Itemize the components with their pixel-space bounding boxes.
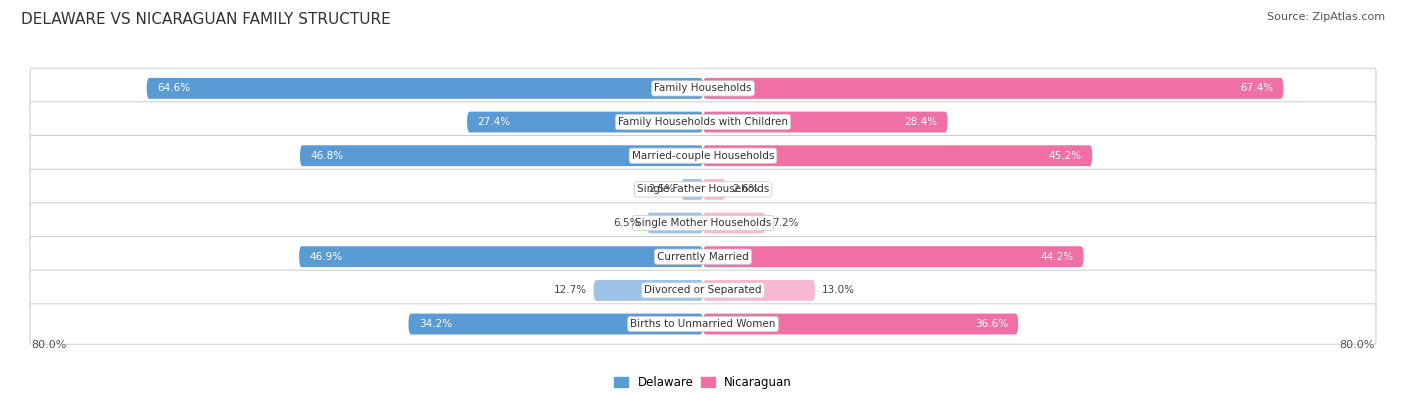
Text: 6.5%: 6.5% xyxy=(613,218,640,228)
Text: 27.4%: 27.4% xyxy=(478,117,510,127)
Text: Divorced or Separated: Divorced or Separated xyxy=(644,285,762,295)
FancyBboxPatch shape xyxy=(703,179,725,200)
Text: Single Father Households: Single Father Households xyxy=(637,184,769,194)
FancyBboxPatch shape xyxy=(467,112,703,132)
Text: 7.2%: 7.2% xyxy=(772,218,799,228)
FancyBboxPatch shape xyxy=(703,112,948,132)
FancyBboxPatch shape xyxy=(30,304,1376,344)
Text: Currently Married: Currently Married xyxy=(657,252,749,262)
Text: Source: ZipAtlas.com: Source: ZipAtlas.com xyxy=(1267,12,1385,22)
Legend: Delaware, Nicaraguan: Delaware, Nicaraguan xyxy=(614,376,792,389)
Text: 80.0%: 80.0% xyxy=(31,340,66,350)
FancyBboxPatch shape xyxy=(703,246,1084,267)
Text: 2.5%: 2.5% xyxy=(648,184,675,194)
FancyBboxPatch shape xyxy=(30,237,1376,277)
FancyBboxPatch shape xyxy=(299,145,703,166)
Text: Family Households: Family Households xyxy=(654,83,752,93)
FancyBboxPatch shape xyxy=(593,280,703,301)
Text: 36.6%: 36.6% xyxy=(974,319,1008,329)
Text: 46.8%: 46.8% xyxy=(311,151,343,161)
Text: 45.2%: 45.2% xyxy=(1049,151,1083,161)
Text: 2.6%: 2.6% xyxy=(733,184,759,194)
FancyBboxPatch shape xyxy=(703,314,1018,335)
Text: 13.0%: 13.0% xyxy=(823,285,855,295)
FancyBboxPatch shape xyxy=(30,102,1376,142)
Text: 46.9%: 46.9% xyxy=(309,252,343,262)
FancyBboxPatch shape xyxy=(703,280,815,301)
FancyBboxPatch shape xyxy=(30,169,1376,210)
FancyBboxPatch shape xyxy=(682,179,703,200)
FancyBboxPatch shape xyxy=(299,246,703,267)
Text: 44.2%: 44.2% xyxy=(1040,252,1073,262)
FancyBboxPatch shape xyxy=(30,68,1376,109)
FancyBboxPatch shape xyxy=(30,135,1376,176)
Text: DELAWARE VS NICARAGUAN FAMILY STRUCTURE: DELAWARE VS NICARAGUAN FAMILY STRUCTURE xyxy=(21,12,391,27)
Text: 80.0%: 80.0% xyxy=(1340,340,1375,350)
FancyBboxPatch shape xyxy=(703,145,1092,166)
FancyBboxPatch shape xyxy=(146,78,703,99)
Text: Married-couple Households: Married-couple Households xyxy=(631,151,775,161)
FancyBboxPatch shape xyxy=(647,213,703,233)
Text: 67.4%: 67.4% xyxy=(1240,83,1272,93)
Text: 64.6%: 64.6% xyxy=(157,83,190,93)
Text: Births to Unmarried Women: Births to Unmarried Women xyxy=(630,319,776,329)
Text: 28.4%: 28.4% xyxy=(904,117,938,127)
FancyBboxPatch shape xyxy=(703,78,1284,99)
FancyBboxPatch shape xyxy=(703,213,765,233)
Text: Family Households with Children: Family Households with Children xyxy=(619,117,787,127)
FancyBboxPatch shape xyxy=(30,270,1376,310)
FancyBboxPatch shape xyxy=(30,203,1376,243)
Text: 34.2%: 34.2% xyxy=(419,319,451,329)
FancyBboxPatch shape xyxy=(409,314,703,335)
Text: 12.7%: 12.7% xyxy=(554,285,586,295)
Text: Single Mother Households: Single Mother Households xyxy=(636,218,770,228)
